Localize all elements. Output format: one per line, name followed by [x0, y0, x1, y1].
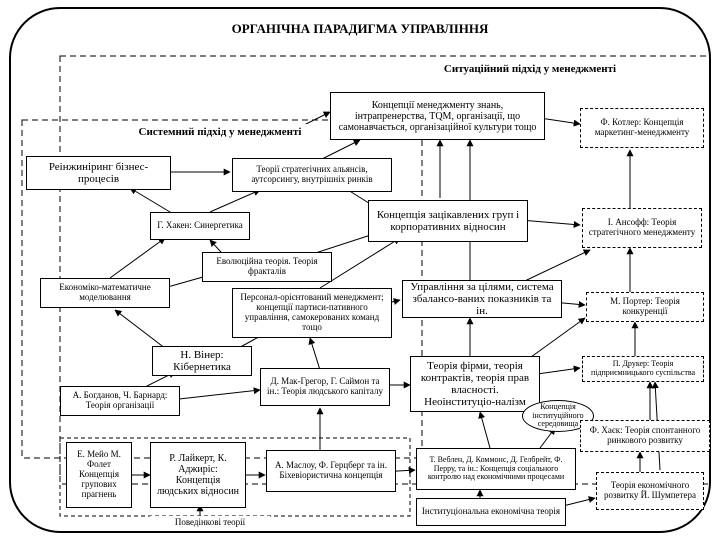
- node-ansoff: І. Ансофф: Теорія стратегічного менеджме…: [582, 208, 702, 248]
- node-schumpeter: Теорія економічного розвитку Й. Шумпетер…: [596, 472, 704, 510]
- behavior-region-label: Поведінкові теорії: [150, 516, 270, 530]
- node-drucker: П. Друкер: Теорія підприємницького суспі…: [582, 356, 704, 382]
- node-knowledge: Концепції менеджменту знань, інтрапренер…: [330, 92, 545, 140]
- system-region-label: Системний підхід у менеджменті: [110, 124, 330, 140]
- node-econmath: Економіко-математичне моделювання: [40, 278, 170, 308]
- node-alliances: Теорії стратегічних альянсів, аутсорсинг…: [232, 158, 392, 192]
- node-evolution: Еволюційна теорія. Теорія фракталів: [202, 252, 332, 282]
- node-maslow: А. Маслоу, Ф. Герцберг та ін. Біхевіорис…: [266, 450, 396, 492]
- node-personnel: Персонал-орієнтований менеджмент; концеп…: [232, 288, 392, 338]
- node-goals: Управління за цілями, система збалансо-в…: [402, 280, 562, 318]
- situational-region-label: Ситуаційний підхід у менеджменті: [400, 60, 660, 78]
- node-mcgregor: Д. Мак-Грегор, Г. Саймон та ін.: Теорія …: [260, 368, 390, 406]
- node-hayek: Ф. Хаєк: Теорія спонтанного ринкового ро…: [580, 420, 710, 452]
- node-kotler: Ф. Котлер: Концепція маркетинг-менеджмен…: [580, 108, 704, 148]
- node-likert: Р. Лайкерт, К. Аджиріс: Концепція людськ…: [150, 442, 246, 508]
- diagram-canvas: ОРГАНІЧНА ПАРАДИГМА УПРАВЛІННЯ Ситуаційн…: [0, 0, 720, 540]
- main-title: ОРГАНІЧНА ПАРАДИГМА УПРАВЛІННЯ: [160, 18, 560, 40]
- node-firm: Теорія фірми, теорія контрактів, теорія …: [410, 356, 540, 412]
- node-stakeholders: Концепція зацікавлених груп і корпоратив…: [368, 200, 528, 242]
- node-reengineering: Реінжиніринг бізнес-процесів: [26, 156, 171, 190]
- node-institutional: Інституціональна економічна теорія: [416, 498, 566, 526]
- node-haken: Г. Хакен: Синергетика: [150, 212, 250, 240]
- node-porter: М. Портер: Теорія конкуренції: [586, 292, 704, 322]
- node-veblen: Т. Веблен, Д. Коммонс, Д. Гелбрейт, Ф. П…: [416, 448, 576, 490]
- node-mayo: Е. Мейо М. Фолет Концепція групових праг…: [66, 442, 132, 508]
- node-wiener: Н. Вінер: Кібернетика: [152, 346, 252, 376]
- node-bogdanov: А. Богданов, Ч. Барнард: Теорія організа…: [60, 386, 180, 416]
